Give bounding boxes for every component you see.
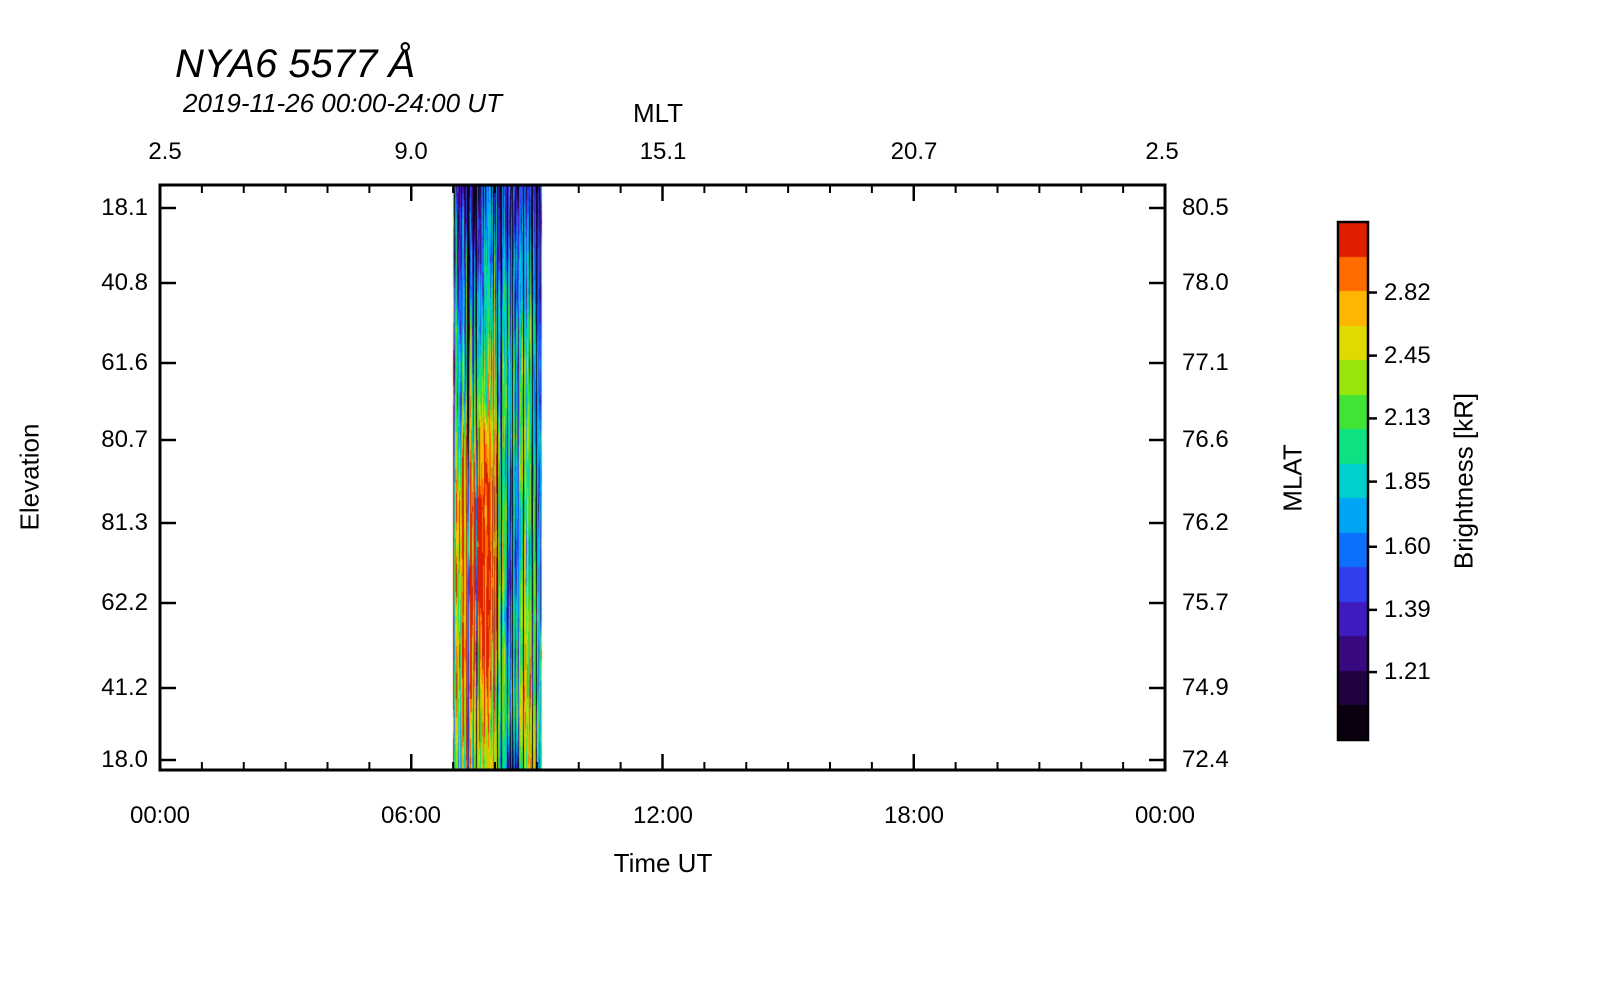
colorbar-gradient (1338, 222, 1368, 740)
bottom-axis-tick-label: 12:00 (632, 802, 694, 829)
left-axis-tick-label: 62.2 (101, 589, 148, 616)
right-axis-tick-label: 74.9 (1182, 674, 1229, 701)
left-axis-tick-label: 61.6 (101, 349, 148, 376)
top-axis-tick-label: 2.5 (1145, 138, 1179, 165)
right-axis-tick-label: 80.5 (1182, 194, 1229, 221)
colorbar-tick-label: 2.13 (1384, 404, 1431, 431)
colorbar-tick-label: 2.45 (1384, 342, 1431, 369)
top-axis-tick-label: 2.5 (148, 138, 182, 165)
left-axis-title: Elevation (14, 423, 45, 531)
left-axis-tick-label: 18.0 (101, 746, 148, 773)
left-axis-tick-label: 40.8 (101, 269, 148, 296)
bottom-axis-tick-label: 00:00 (1134, 802, 1196, 829)
bottom-axis-tick-label: 00:00 (129, 802, 191, 829)
top-axis-tick-label: 9.0 (394, 138, 428, 165)
left-axis-tick-label: 18.1 (101, 194, 148, 221)
left-axis-tick-label: 41.2 (101, 674, 148, 701)
top-axis-tick-label: 15.1 (639, 138, 687, 165)
left-axis-tick-label: 81.3 (101, 509, 148, 536)
keogram-heatmap (160, 185, 1165, 770)
chart-title: NYA6 5577 Å (175, 42, 416, 86)
right-axis-tick-label: 75.7 (1182, 589, 1229, 616)
right-axis-tick-label: 76.6 (1182, 426, 1229, 453)
colorbar-title: Brightness [kR] (1448, 392, 1479, 570)
right-axis-tick-label: 76.2 (1182, 509, 1229, 536)
left-axis-tick-label: 80.7 (101, 426, 148, 453)
right-axis-tick-label: 78.0 (1182, 269, 1229, 296)
bottom-axis-tick-label: 06:00 (380, 802, 442, 829)
top-axis-title: MLT (632, 98, 684, 128)
bottom-axis-title: Time UT (613, 848, 713, 878)
chart-subtitle: 2019-11-26 00:00-24:00 UT (183, 88, 502, 118)
right-axis-tick-label: 72.4 (1182, 746, 1229, 773)
colorbar-tick-label: 1.21 (1384, 658, 1431, 685)
colorbar-tick-label: 1.60 (1384, 533, 1431, 560)
bottom-axis-tick-label: 18:00 (883, 802, 945, 829)
right-axis-tick-label: 77.1 (1182, 349, 1229, 376)
top-axis-tick-label: 20.7 (890, 138, 938, 165)
colorbar-tick-label: 1.85 (1384, 468, 1431, 495)
colorbar-tick-label: 1.39 (1384, 596, 1431, 623)
colorbar-tick-label: 2.82 (1384, 279, 1431, 306)
right-axis-title: MLAT (1277, 444, 1308, 512)
